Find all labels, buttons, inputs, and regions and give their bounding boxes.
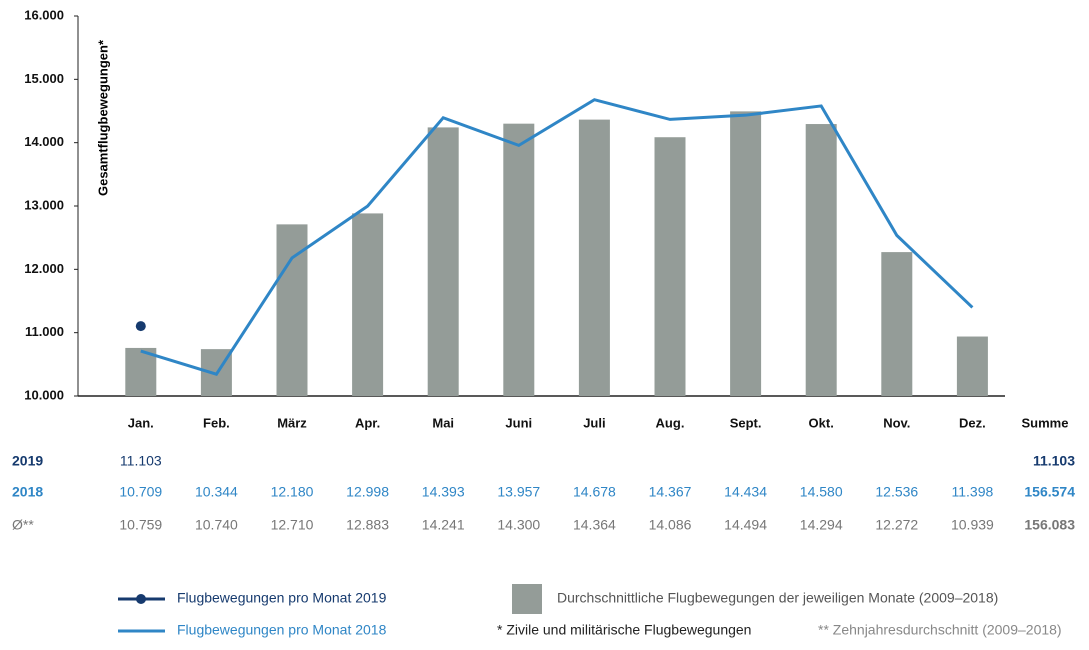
x-tick-label: Aug. bbox=[656, 415, 685, 430]
row-label: 2019 bbox=[12, 453, 43, 469]
y-tick-label: 13.000 bbox=[24, 197, 64, 212]
y-tick-label: 14.000 bbox=[24, 134, 64, 149]
table-value: 12.710 bbox=[271, 517, 314, 533]
line bbox=[140, 98, 974, 376]
bar bbox=[503, 123, 535, 397]
x-tick-label: Okt. bbox=[809, 415, 834, 430]
table-total: 156.574 bbox=[1024, 484, 1075, 500]
table-value: 14.367 bbox=[649, 484, 692, 500]
bar bbox=[881, 252, 913, 396]
y-tick-label: 15.000 bbox=[24, 71, 64, 86]
table-value: 14.241 bbox=[422, 517, 465, 533]
table-value: 10.740 bbox=[195, 517, 238, 533]
table-value: 10.759 bbox=[119, 517, 162, 533]
legend-swatch bbox=[512, 584, 542, 614]
table-total: 156.083 bbox=[1024, 517, 1075, 533]
table-value: 14.300 bbox=[497, 517, 540, 533]
x-tick-label: Dez. bbox=[959, 415, 986, 430]
legend-label: Flugbewegungen pro Monat 2018 bbox=[177, 622, 387, 638]
table-total: 11.103 bbox=[1033, 453, 1075, 469]
table-value: 14.434 bbox=[724, 484, 767, 500]
x-tick-label: Apr. bbox=[355, 415, 380, 430]
bar bbox=[352, 213, 384, 396]
x-tick-label: Nov. bbox=[883, 415, 910, 430]
y-tick-label: 11.000 bbox=[25, 324, 64, 339]
footnote: * Zivile und militärische Flugbewegungen bbox=[497, 622, 751, 638]
x-tick-label: Sept. bbox=[730, 415, 762, 430]
x-tick-label: Jan. bbox=[128, 415, 154, 430]
table-value: 12.180 bbox=[271, 484, 314, 500]
table-value: 11.103 bbox=[120, 453, 162, 469]
legend-label: Durchschnittliche Flugbewegungen der jew… bbox=[557, 590, 998, 606]
y-axis-label: Gesamtflugbewegungen* bbox=[95, 39, 110, 196]
row-label: 2018 bbox=[12, 484, 43, 500]
table-value: 14.678 bbox=[573, 484, 616, 500]
table-value: 10.939 bbox=[951, 517, 994, 533]
footnote: ** Zehnjahresdurchschnitt (2009–2018) bbox=[818, 622, 1062, 638]
x-tick-label: Mai bbox=[432, 415, 454, 430]
table-value: 12.998 bbox=[346, 484, 389, 500]
legend-label: Flugbewegungen pro Monat 2019 bbox=[177, 590, 387, 606]
table-value: 14.580 bbox=[800, 484, 843, 500]
bar bbox=[730, 111, 762, 396]
bar bbox=[654, 137, 686, 396]
table-value: 10.344 bbox=[195, 484, 238, 500]
table-value: 11.398 bbox=[952, 484, 994, 500]
bar bbox=[956, 336, 988, 396]
x-tick-label: Feb. bbox=[203, 415, 230, 430]
table-value: 14.364 bbox=[573, 517, 616, 533]
table-value: 12.272 bbox=[875, 517, 918, 533]
table-value: 14.393 bbox=[422, 484, 465, 500]
bar bbox=[125, 347, 157, 396]
total-header: Summe bbox=[1022, 415, 1069, 430]
y-tick-label: 16.000 bbox=[24, 7, 64, 22]
point bbox=[135, 321, 146, 332]
table-value: 12.536 bbox=[875, 484, 918, 500]
table-value: 14.294 bbox=[800, 517, 843, 533]
row-label: Ø** bbox=[12, 517, 34, 533]
x-tick-label: Juni bbox=[505, 415, 532, 430]
bar bbox=[578, 119, 610, 396]
x-tick-label: März bbox=[277, 415, 307, 430]
table-value: 14.494 bbox=[724, 517, 767, 533]
bar bbox=[427, 127, 459, 397]
table-value: 10.709 bbox=[119, 484, 162, 500]
table-value: 13.957 bbox=[497, 484, 540, 500]
y-tick-label: 12.000 bbox=[24, 261, 64, 276]
bar bbox=[805, 124, 837, 397]
table-value: 14.086 bbox=[649, 517, 692, 533]
legend-point bbox=[136, 594, 146, 604]
table-value: 12.883 bbox=[346, 517, 389, 533]
bar bbox=[276, 224, 308, 396]
x-tick-label: Juli bbox=[583, 415, 605, 430]
y-tick-label: 10.000 bbox=[24, 387, 64, 402]
